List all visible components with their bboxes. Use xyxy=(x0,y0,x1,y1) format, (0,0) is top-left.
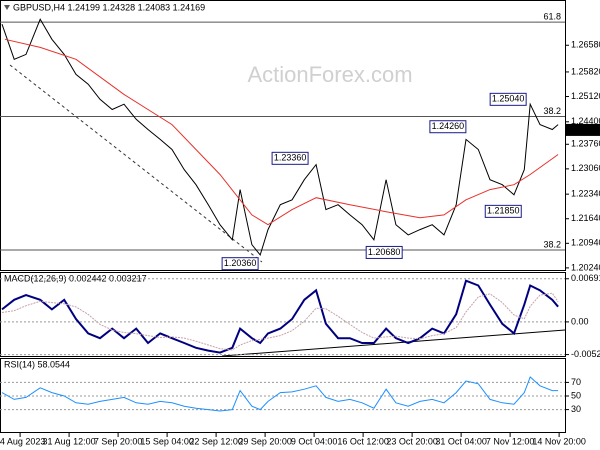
y-tick-label: 1.25120 xyxy=(571,91,600,101)
x-tick-label: 15 Sep 04:00 xyxy=(140,436,194,446)
x-tick-label: 23 Oct 20:00 xyxy=(386,436,438,446)
price-label: 1.23360 xyxy=(274,153,307,163)
symbol-icon xyxy=(4,5,10,10)
y-tick-label: 1.20940 xyxy=(571,238,600,248)
chart-title: GBPUSD,H4 1.24199 1.24328 1.24083 1.2416… xyxy=(13,2,205,12)
price-label: 1.25040 xyxy=(492,94,525,104)
series-line xyxy=(1,292,559,351)
trendline xyxy=(9,64,263,263)
y-tick-label: 1.24400 xyxy=(571,116,600,126)
y-tick-label: 70 xyxy=(571,377,581,387)
price-label-box xyxy=(484,204,522,218)
macd-panel xyxy=(0,272,566,357)
price-label: 1.20360 xyxy=(224,258,257,268)
series-line xyxy=(1,18,559,256)
y-tick-label: 1.20240 xyxy=(571,262,600,272)
y-tick-label: 1.22340 xyxy=(571,189,600,199)
macd-trendline xyxy=(221,329,566,357)
x-tick-label: 9 Oct 04:00 xyxy=(291,436,338,446)
x-tick-label: 31 Aug 12:00 xyxy=(43,436,96,446)
price-label-box xyxy=(489,92,527,106)
x-tick-label: 24 Aug 2023 xyxy=(0,436,45,446)
series-line xyxy=(4,38,559,226)
price-label-box xyxy=(429,120,467,134)
price-label-box xyxy=(365,245,403,259)
x-tick-label: 7 Nov 12:00 xyxy=(486,436,535,446)
x-tick-label: 22 Sep 12:00 xyxy=(189,436,243,446)
rsi-title: RSI(14) 58.0544 xyxy=(4,359,70,369)
y-tick-label: -0.005241 xyxy=(571,349,600,359)
y-tick-label: 1.23760 xyxy=(571,139,600,149)
fib-label: 38.2 xyxy=(543,106,561,116)
x-tick-label: 14 Nov 20:00 xyxy=(532,436,586,446)
y-tick-label: 50 xyxy=(571,390,581,400)
y-tick-label: 1.25820 xyxy=(571,66,600,76)
current-price-label: 1.24169 xyxy=(569,124,600,134)
price-panel xyxy=(0,0,566,271)
current-price-box xyxy=(566,123,600,136)
y-tick-label: 0.006915 xyxy=(571,273,600,283)
series-line xyxy=(1,279,559,354)
price-label: 1.21850 xyxy=(487,206,520,216)
fib-label: 38.2 xyxy=(543,239,561,249)
price-label: 1.24260 xyxy=(432,121,465,131)
watermark: ActionForex.com xyxy=(247,62,412,87)
y-tick-label: 30 xyxy=(571,404,581,414)
y-tick-label: 1.23060 xyxy=(571,163,600,173)
x-tick-label: 31 Oct 04:00 xyxy=(435,436,487,446)
y-tick-label: 1.21640 xyxy=(571,213,600,223)
x-tick-label: 7 Sep 20:00 xyxy=(94,436,143,446)
series-line xyxy=(1,376,559,412)
price-label-box xyxy=(221,257,259,271)
x-tick-label: 29 Sep 20:00 xyxy=(238,436,292,446)
y-tick-label: 1.26580 xyxy=(571,40,600,50)
x-tick-label: 16 Oct 12:00 xyxy=(337,436,389,446)
price-label-box xyxy=(271,151,309,165)
y-tick-label: 0.00 xyxy=(571,316,589,326)
macd-title: MACD(12,26,9) 0.002442 0.003217 xyxy=(4,273,147,283)
fib-label: 61.8 xyxy=(543,11,561,21)
price-label: 1.20680 xyxy=(368,247,401,257)
